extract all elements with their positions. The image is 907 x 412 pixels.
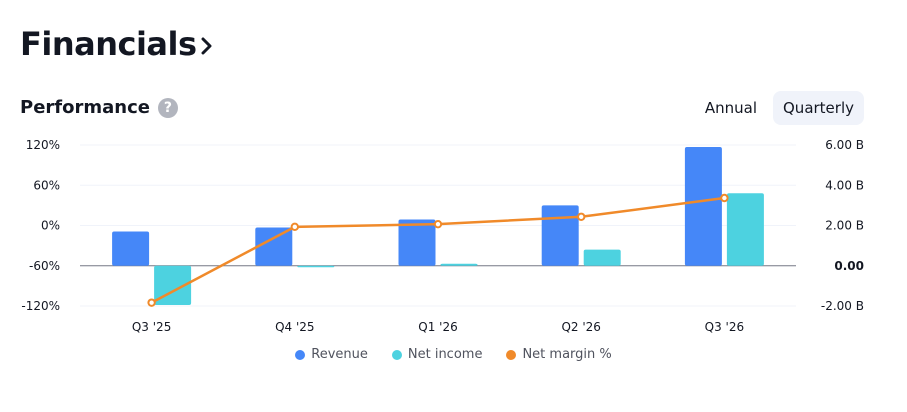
revenue-bar xyxy=(255,227,293,266)
right-axis-tick: 0.00 xyxy=(834,259,864,273)
legend-label-revenue: Revenue xyxy=(311,347,368,362)
revenue-bar xyxy=(398,219,436,266)
net-income-bar xyxy=(297,265,335,268)
net-margin-point xyxy=(433,219,443,229)
performance-chart: 120% 60% 0% -60% -120% 6.00 B 4.00 B 2.00 B 0.00… xyxy=(21,138,864,334)
revenue-dot xyxy=(295,349,306,360)
legend-item-revenue[interactable]: Revenue xyxy=(295,347,368,362)
left-axis-tick: -120% xyxy=(21,299,60,313)
right-axis-tick: 2.00 B xyxy=(825,219,864,233)
quarterly-button[interactable]: Quarterly xyxy=(773,91,864,125)
net-income-bar xyxy=(583,249,621,266)
left-axis-tick: 120% xyxy=(26,138,60,152)
legend-label-net-income: Net income xyxy=(407,347,483,362)
period-toggle: Annual Quarterly xyxy=(695,91,864,125)
help-icon[interactable]: ? xyxy=(157,98,178,118)
section-title: Performance xyxy=(20,97,150,118)
x-axis-tick: Q1 '26 xyxy=(418,320,457,334)
page-title: Financials xyxy=(20,25,197,63)
left-axis-tick: -60% xyxy=(29,259,60,273)
x-axis-tick: Q3 '25 xyxy=(132,320,171,334)
x-axis-tick: Q4 '25 xyxy=(275,320,314,334)
legend-label-net-margin: Net margin % xyxy=(522,347,612,362)
legend-item-net-margin[interactable]: Net margin % xyxy=(506,347,612,362)
x-axis-tick: Q2 '26 xyxy=(561,320,600,334)
net-margin-line xyxy=(151,196,725,304)
right-axis-tick: 4.00 B xyxy=(825,178,864,192)
net-margin-point xyxy=(577,212,586,221)
net-margin-dot xyxy=(506,349,517,360)
net-margin-point xyxy=(720,193,729,203)
performance-header: Performance ? xyxy=(20,96,178,120)
net-income-dot xyxy=(391,349,402,360)
right-axis-tick: 6.00 B xyxy=(825,138,864,152)
net-margin-point xyxy=(147,298,156,307)
annual-button[interactable]: Annual xyxy=(695,91,767,125)
left-axis-tick: 60% xyxy=(33,178,60,192)
chevron-right-icon xyxy=(201,37,212,55)
legend-item-net-income[interactable]: Net income xyxy=(391,347,483,362)
revenue-bar xyxy=(112,231,150,266)
net-income-bar xyxy=(440,263,478,266)
financials-title-link[interactable]: Financials xyxy=(20,22,213,66)
net-margin-point xyxy=(290,222,299,232)
left-axis-tick: 0% xyxy=(41,219,60,233)
x-axis-tick: Q3 '26 xyxy=(705,320,744,334)
chart-legend: Revenue Net income Net margin % xyxy=(0,347,907,362)
revenue-bar xyxy=(684,147,722,266)
net-income-bar xyxy=(726,193,764,266)
revenue-bar xyxy=(541,205,579,266)
right-axis-tick: -2.00 B xyxy=(821,299,864,313)
